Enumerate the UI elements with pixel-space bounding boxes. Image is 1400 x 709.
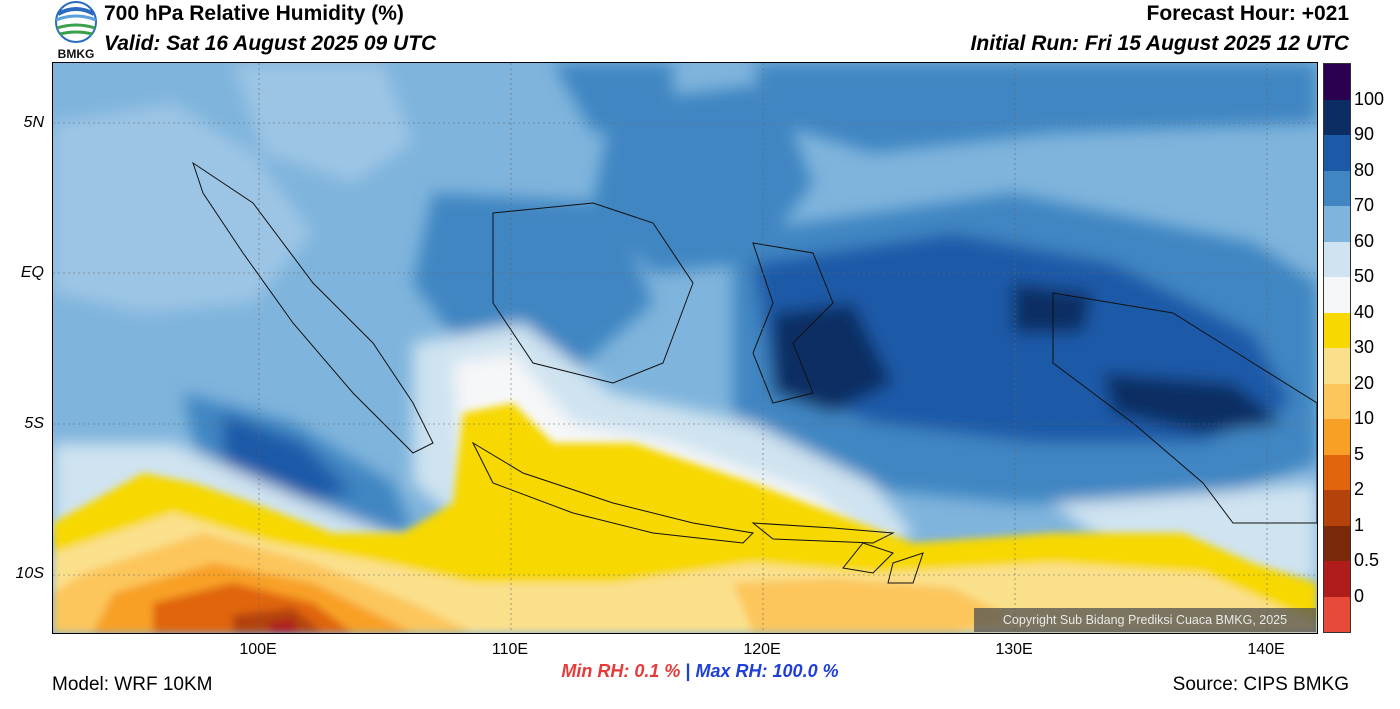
colorbar-swatch	[1324, 490, 1350, 526]
source-label: Source: CIPS BMKG	[1172, 674, 1349, 695]
colorbar-label: 5	[1354, 443, 1365, 464]
colorbar-label: 0.5	[1354, 550, 1380, 570]
max-rh-label: Max RH:	[695, 661, 768, 681]
colorbar-label: 0	[1354, 585, 1365, 606]
lon-label-110e: 110E	[491, 641, 529, 658]
colorbar-label: 90	[1354, 124, 1375, 144]
rh-stats: Min RH: 0.1 % | Max RH: 100.0 %	[0, 661, 1400, 682]
colorbar-swatch	[1324, 135, 1350, 171]
valid-time: Valid: Sat 16 August 2025 09 UTC	[104, 32, 437, 55]
colorbar-label: 100	[1354, 88, 1385, 109]
colorbar-swatch	[1324, 348, 1350, 384]
copyright-notice: Copyright Sub Bidang Prediksi Cuaca BMKG…	[974, 608, 1316, 632]
colorbar-swatch	[1324, 561, 1350, 597]
colorbar-swatch	[1324, 312, 1350, 348]
map-title: 700 hPa Relative Humidity (%)	[104, 2, 404, 25]
lon-label-100e: 100E	[239, 641, 277, 658]
colorbar-label: 20	[1354, 372, 1375, 393]
colorbar-swatch	[1324, 383, 1350, 419]
logo-text: BMKG	[58, 47, 95, 60]
colorbar-swatch	[1324, 64, 1350, 100]
initial-run: Initial Run: Fri 15 August 2025 12 UTC	[970, 32, 1349, 55]
min-rh-label: Min RH:	[561, 661, 630, 681]
colorbar-label: 40	[1354, 301, 1375, 322]
colorbar-swatch	[1324, 419, 1350, 455]
colorbar-swatch	[1324, 99, 1350, 135]
colorbar-swatch	[1324, 525, 1350, 561]
lat-label-5n: 5N	[23, 114, 44, 131]
model-label: Model: WRF 10KM	[52, 674, 213, 695]
lon-label-140e: 140E	[1247, 641, 1285, 658]
colorbar-swatch	[1324, 241, 1350, 277]
colorbar-label: 70	[1354, 195, 1375, 215]
colorbar-swatch	[1324, 596, 1350, 632]
max-rh-value: 100.0 %	[772, 661, 839, 681]
forecast-hour: Forecast Hour: +021	[1146, 2, 1350, 25]
colorbar-label: 50	[1354, 266, 1375, 286]
bmkg-logo: BMKG	[55, 1, 97, 60]
colorbar-label: 30	[1354, 337, 1375, 357]
colorbar-swatch	[1324, 170, 1350, 206]
colorbar-label: 1	[1354, 514, 1365, 535]
colorbar-swatch	[1324, 206, 1350, 242]
colorbar-label: 10	[1354, 408, 1375, 428]
min-rh-value: 0.1 %	[634, 661, 681, 681]
humidity-map	[52, 62, 1318, 634]
lon-label-120e: 120E	[743, 641, 781, 658]
lat-label-5s: 5S	[24, 415, 44, 432]
stats-separator: |	[685, 661, 691, 681]
colorbar-swatch	[1324, 277, 1350, 313]
lat-label-eq: EQ	[20, 264, 44, 281]
humidity-field	[53, 63, 1317, 633]
lon-label-130e: 130E	[995, 641, 1033, 658]
colorbar-label: 60	[1354, 230, 1375, 251]
colorbar	[1323, 63, 1351, 633]
colorbar-label: 2	[1354, 479, 1365, 499]
lat-label-10s: 10S	[15, 565, 44, 582]
colorbar-label: 80	[1354, 159, 1375, 180]
colorbar-swatch	[1324, 454, 1350, 490]
